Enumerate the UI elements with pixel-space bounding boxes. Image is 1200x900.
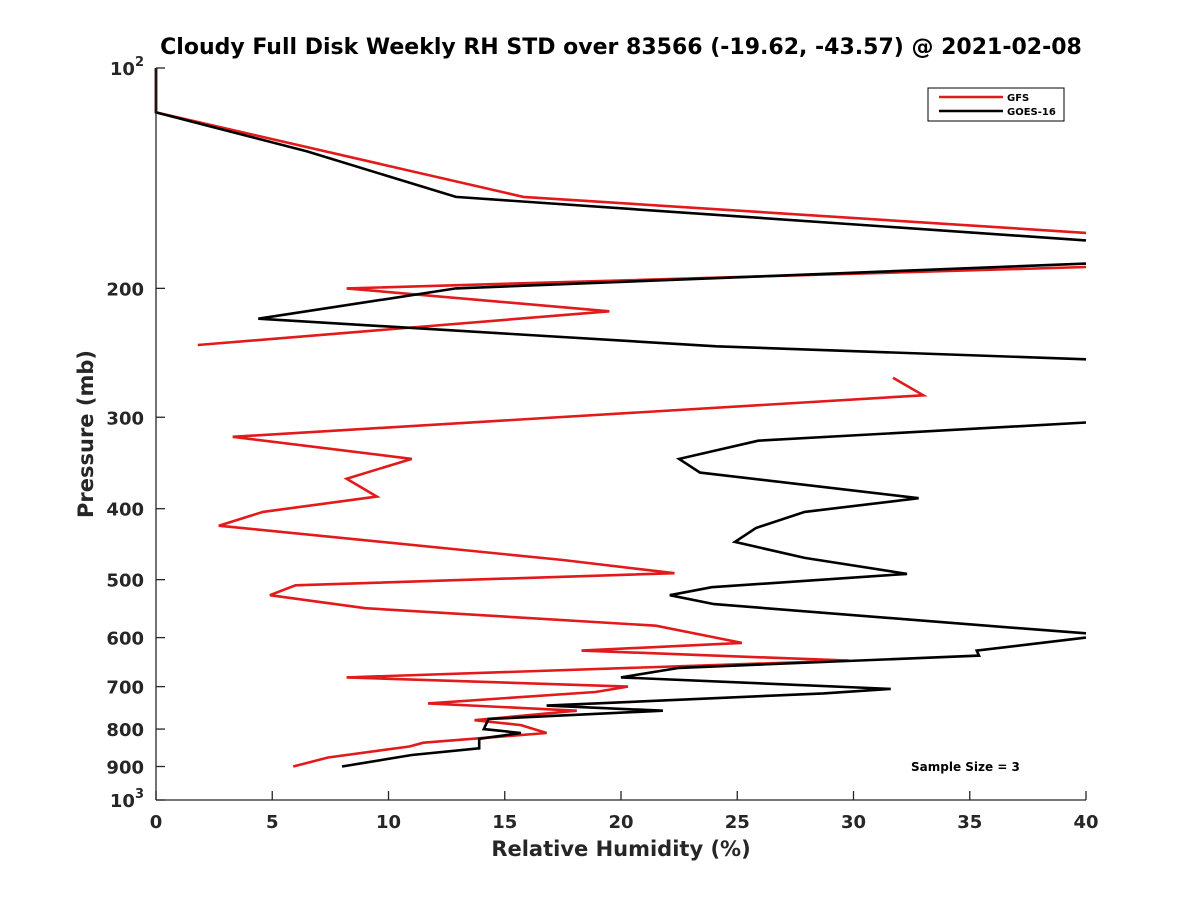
x-tick-label: 0 bbox=[150, 812, 163, 833]
x-tick-label: 40 bbox=[1073, 812, 1098, 833]
x-axis-label: Relative Humidity (%) bbox=[491, 837, 750, 861]
y-tick-label: 700 bbox=[106, 678, 144, 699]
series-line-goes16 bbox=[154, 68, 1087, 768]
y-tick-label: 200 bbox=[106, 279, 144, 300]
x-tick-label: 25 bbox=[725, 812, 750, 833]
chart-title: Cloudy Full Disk Weekly RH STD over 8356… bbox=[160, 35, 1082, 60]
x-tick-label: 35 bbox=[957, 812, 982, 833]
y-tick-label: 900 bbox=[106, 758, 144, 779]
legend: GFS GOES-16 bbox=[927, 87, 1065, 122]
y-ticks: 102 200 300 400 500 600 700 800 900 103 bbox=[106, 55, 165, 812]
y-tick-label: 300 bbox=[106, 408, 144, 429]
legend-label-goes16: GOES-16 bbox=[1007, 107, 1056, 118]
x-tick-label: 15 bbox=[492, 812, 517, 833]
legend-box bbox=[927, 87, 1065, 122]
x-tick-label: 5 bbox=[266, 812, 279, 833]
y-tick-label: 102 bbox=[110, 55, 144, 80]
x-ticks: 0 5 10 15 20 25 30 35 40 bbox=[150, 791, 1099, 833]
y-tick-label: 400 bbox=[106, 500, 144, 521]
x-tick-label: 10 bbox=[376, 812, 401, 833]
y-tick-label: 500 bbox=[106, 571, 144, 592]
x-tick-label: 20 bbox=[608, 812, 633, 833]
y-tick-label: 103 bbox=[110, 787, 144, 812]
y-tick-label: 800 bbox=[106, 720, 144, 741]
x-tick-label: 30 bbox=[841, 812, 866, 833]
sample-size-annotation: Sample Size = 3 bbox=[911, 760, 1020, 774]
legend-label-gfs: GFS bbox=[1007, 93, 1029, 104]
y-tick-label: 600 bbox=[106, 629, 144, 650]
y-axis-label: Pressure (mb) bbox=[74, 350, 98, 518]
